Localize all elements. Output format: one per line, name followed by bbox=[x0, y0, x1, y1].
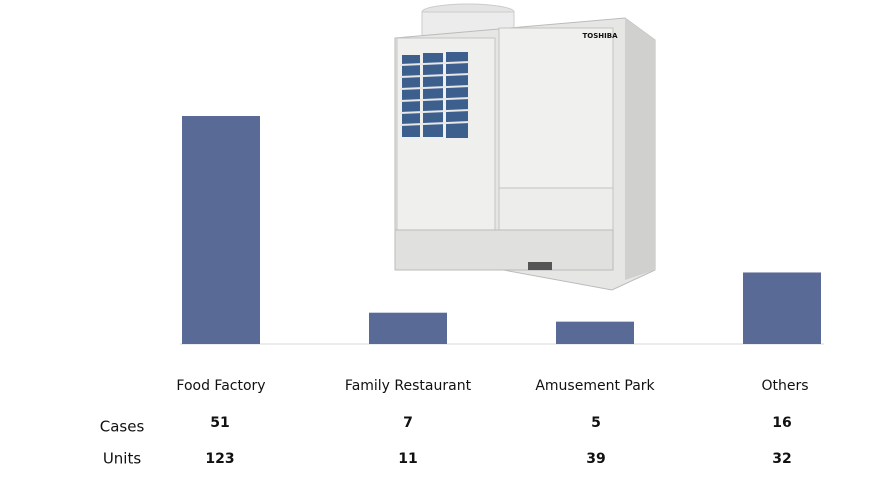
table-value: 123 bbox=[205, 451, 234, 467]
table-value: 39 bbox=[586, 451, 605, 467]
table-value: 7 bbox=[403, 415, 413, 431]
product-photo: TOSHIBA bbox=[394, 3, 656, 291]
category-label: Food Factory bbox=[176, 378, 265, 394]
category-label: Family Restaurant bbox=[345, 378, 472, 394]
bar bbox=[369, 312, 447, 344]
table-value: 11 bbox=[398, 451, 417, 467]
product-label: TOSHIBA bbox=[583, 32, 619, 40]
bar bbox=[743, 272, 821, 344]
table-value: 5 bbox=[591, 415, 601, 431]
category-label: Others bbox=[761, 378, 808, 394]
bar bbox=[182, 116, 260, 344]
table-value: 51 bbox=[210, 415, 229, 431]
table-value: 32 bbox=[772, 451, 791, 467]
bars bbox=[182, 116, 821, 344]
category-label: Amusement Park bbox=[535, 378, 655, 394]
row-label: Cases bbox=[100, 418, 145, 436]
bar bbox=[556, 321, 634, 344]
labels: Food Factory Family Restaurant Amusement P… bbox=[100, 378, 809, 468]
table-value: 16 bbox=[772, 415, 791, 431]
row-label: Units bbox=[103, 450, 142, 468]
